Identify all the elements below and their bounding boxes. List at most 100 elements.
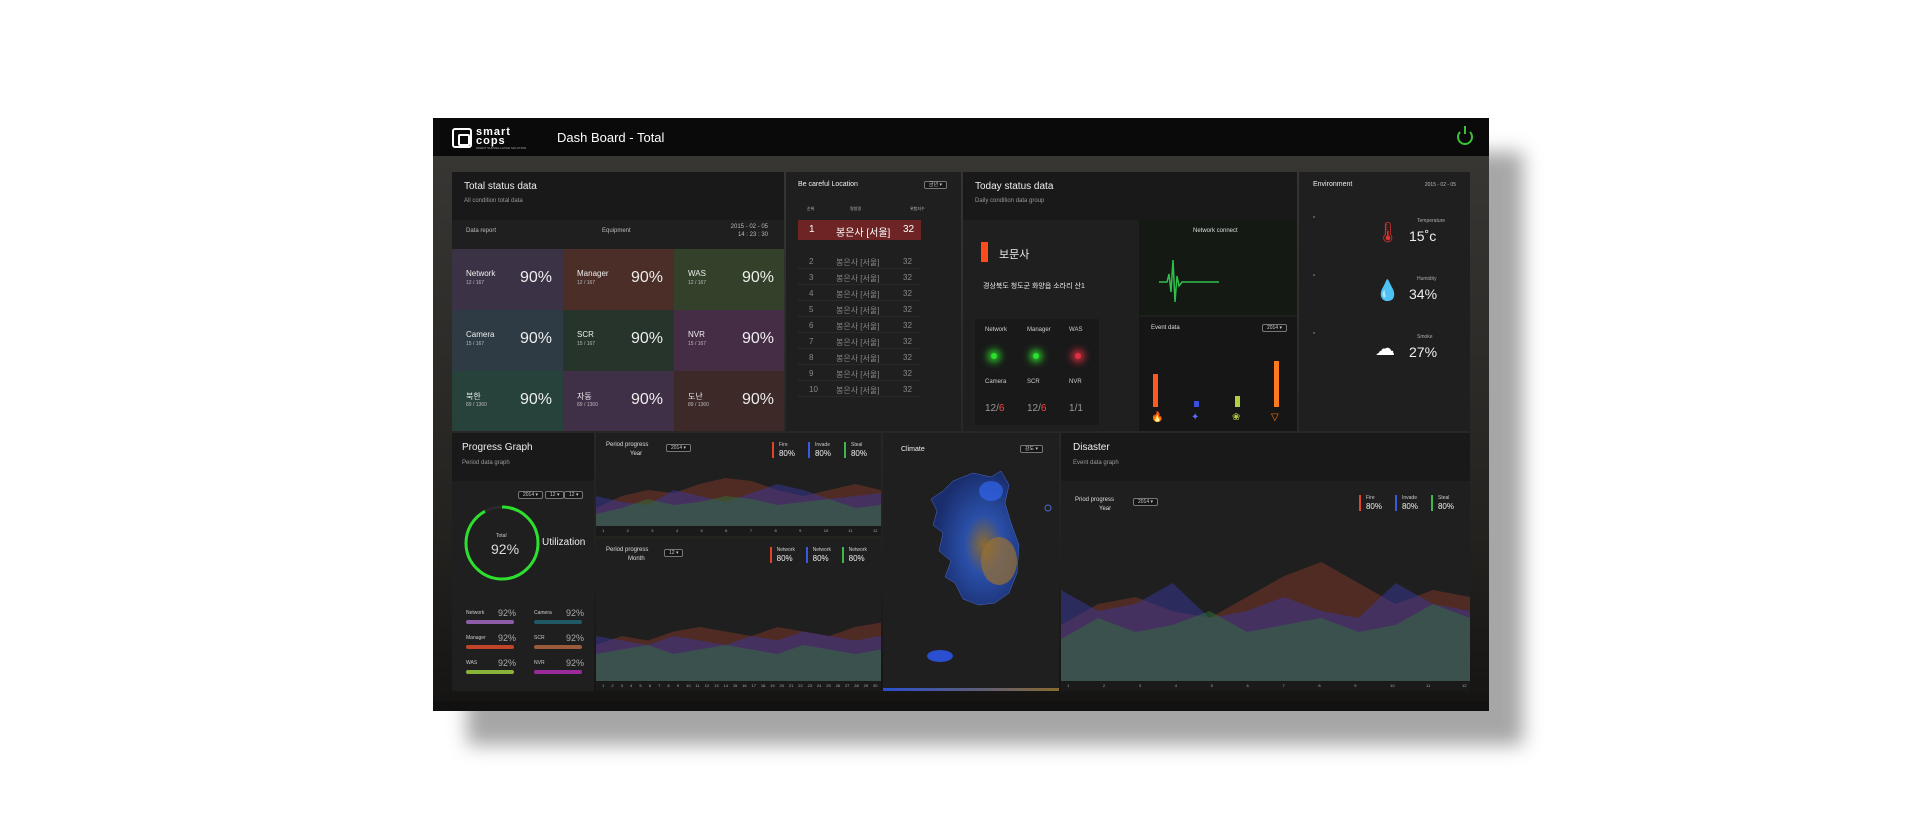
metric-value: 92% — [566, 608, 585, 618]
status-cell[interactable]: 북한 89 / 1360 90% — [452, 371, 563, 431]
area-chart — [596, 478, 881, 526]
month-dropdown[interactable]: 12 ▾ — [545, 491, 565, 499]
event-bar-invade — [1194, 401, 1199, 407]
status-light — [1075, 353, 1081, 359]
env-value: 15˚c — [1409, 228, 1437, 244]
area-chart — [1061, 562, 1470, 681]
tab-data-report[interactable]: Data report — [466, 228, 497, 234]
year-dropdown[interactable]: 2014 ▾ — [1133, 498, 1159, 506]
location-row[interactable]: 1 봉은사 [서울] 32 — [798, 220, 921, 240]
area-series — [596, 645, 881, 681]
row-rank: 1 — [809, 224, 815, 235]
cell-count: 12 / 167 — [466, 280, 485, 286]
device-label: Manager — [1027, 327, 1051, 333]
x-tick: 2 — [1102, 683, 1106, 688]
period-month-chart: Period progress Month 12 ▾ Network 80% Net… — [596, 539, 881, 691]
location-row[interactable]: 5 봉은사 [서울] 32 — [798, 302, 921, 317]
status-cell[interactable]: WAS 12 / 167 90% — [674, 249, 784, 310]
status-cell[interactable]: SCR 15 / 167 90% — [563, 310, 674, 371]
panel-subtitle: All condition total data — [464, 198, 523, 204]
location-row[interactable]: 2 봉은사 [서울] 32 — [798, 254, 921, 269]
status-cell[interactable]: Manager 12 / 167 90% — [563, 249, 674, 310]
event-year-dropdown[interactable]: 2014 ▾ — [1261, 324, 1287, 332]
metric-label: WAS — [466, 660, 478, 666]
status-cell[interactable]: 자동 89 / 1360 90% — [563, 371, 674, 431]
environment-date: 2015 - 02 - 05 — [1424, 182, 1456, 188]
event-bar-fire — [1153, 374, 1158, 407]
area-series — [596, 622, 881, 681]
legend-item: Invade 80% — [807, 442, 831, 458]
location-row[interactable]: 4 봉은사 [서울] 32 — [798, 286, 921, 301]
x-tick: 14 — [723, 683, 728, 688]
year-dropdown[interactable]: 2014 ▾ — [518, 491, 544, 499]
cell-count: 12 / 167 — [577, 280, 596, 286]
bottom-strip — [433, 701, 1489, 711]
x-tick: 3 — [651, 528, 654, 533]
status-cell[interactable]: Camera 15 / 167 90% — [452, 310, 563, 371]
row-name: 봉은사 [서울] — [836, 370, 880, 379]
row-name: 봉은사 [서울] — [836, 258, 880, 267]
cell-name: Camera — [466, 330, 495, 339]
cell-count: 15 / 167 — [466, 341, 485, 347]
row-name: 봉은사 [서울] — [836, 228, 891, 239]
row-count: 32 — [903, 273, 912, 282]
x-tick: 9 — [799, 528, 802, 533]
count-total: 12 — [1027, 403, 1039, 414]
cell-value: 90% — [519, 330, 552, 347]
x-tick: 6 — [725, 528, 728, 533]
power-icon[interactable] — [1457, 126, 1473, 145]
cell-value: 90% — [741, 391, 774, 408]
area-series — [1061, 583, 1470, 681]
device-label: Network — [985, 327, 1008, 333]
location-row[interactable]: 10 봉은사 [서울] 32 — [798, 382, 921, 397]
climate-dropdown[interactable]: 강도 ▾ — [1019, 445, 1043, 453]
row-name: 봉은사 [서울] — [836, 322, 880, 331]
count-total: 12 — [985, 403, 997, 414]
event-data-box: Event data 2014 ▾ 🔥 ✦ ❀ ▽ — [1139, 317, 1297, 431]
area-series — [596, 484, 881, 526]
location-row[interactable]: 6 봉은사 [서울] 32 — [798, 318, 921, 333]
event-bar-other — [1274, 361, 1279, 407]
metric-label: SCR — [534, 635, 545, 641]
legend-value: 80% — [1437, 502, 1454, 511]
row-count: 32 — [903, 369, 912, 378]
period-year-chart: Period progress Year 2014 ▾ Fire 80% Invad… — [596, 433, 881, 536]
status-cell[interactable]: NVR 15 / 167 90% — [674, 310, 784, 371]
location-row[interactable]: 7 봉은사 [서울] 32 — [798, 334, 921, 349]
cell-name: Manager — [577, 269, 609, 278]
tab-equipment[interactable]: Equipment — [602, 228, 631, 234]
location-row[interactable]: 3 봉은사 [서울] 32 — [798, 270, 921, 285]
x-tick: 7 — [1282, 683, 1285, 688]
x-tick: 11 — [848, 528, 853, 533]
x-tick: 5 — [1210, 683, 1213, 688]
row-name: 봉은사 [서울] — [836, 290, 880, 299]
area-series — [596, 631, 881, 681]
cell-value: 90% — [741, 330, 774, 347]
env-label: Humidity — [1417, 276, 1437, 282]
metric-value: 92% — [498, 608, 517, 618]
year-dropdown[interactable]: 2014 ▾ — [666, 444, 692, 452]
x-tick: 5 — [639, 683, 642, 688]
network-connect-title: Network connect — [1193, 228, 1238, 234]
month-dropdown[interactable]: 12 ▾ — [664, 549, 684, 557]
legend-value: 80% — [1365, 502, 1382, 511]
total-label: Total — [496, 533, 507, 539]
row-count: 32 — [903, 224, 915, 235]
env-label: Temperature — [1417, 218, 1446, 224]
cell-name: 자동 — [577, 392, 592, 401]
status-cell[interactable]: Network 12 / 167 90% — [452, 249, 563, 310]
panel-title: Environment — [1313, 181, 1353, 188]
x-tick: 27 — [844, 683, 850, 688]
x-tick: 10 — [823, 528, 829, 533]
day-dropdown[interactable]: 12 ▾ — [564, 491, 584, 499]
panel-subtitle: Daily condition data group — [975, 198, 1045, 204]
device-label: NVR — [1069, 379, 1082, 385]
legend-value: 80% — [850, 449, 867, 458]
period-dropdown[interactable]: 금년 ▾ — [923, 181, 947, 189]
status-cell[interactable]: 도난 89 / 1360 90% — [674, 371, 784, 431]
location-row[interactable]: 9 봉은사 [서울] 32 — [798, 366, 921, 381]
metric-bar — [466, 670, 514, 674]
location-row[interactable]: 8 봉은사 [서울] 32 — [798, 350, 921, 365]
x-tick: 6 — [648, 683, 651, 688]
cell-name: SCR — [577, 330, 594, 339]
